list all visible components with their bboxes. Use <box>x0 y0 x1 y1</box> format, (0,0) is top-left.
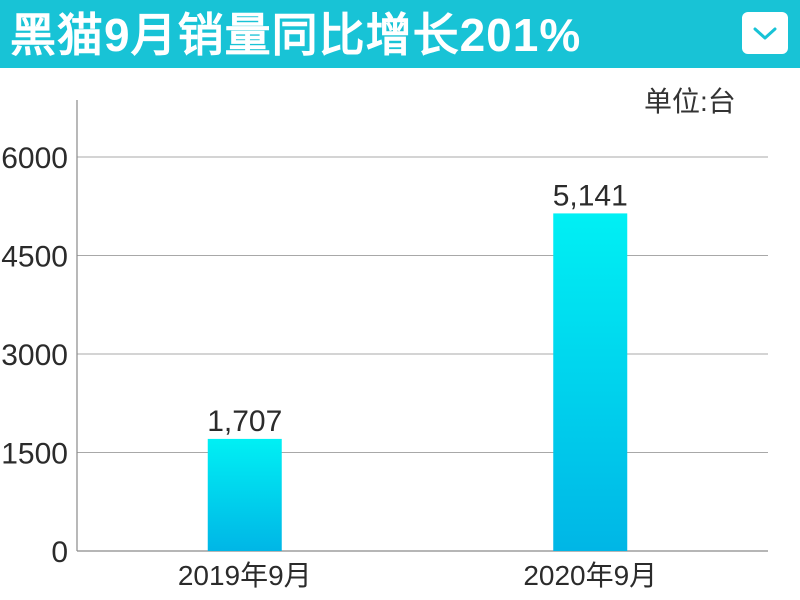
bar <box>207 438 282 551</box>
bars <box>207 213 628 552</box>
chevron-down-icon <box>753 27 777 40</box>
y-tick-label: 4500 <box>1 241 68 274</box>
bar <box>553 213 628 552</box>
unit-label: 单位:台 <box>644 86 736 117</box>
y-tick-label: 1500 <box>1 438 68 471</box>
header-banner: 黑猫9月销量同比增长201% <box>0 0 800 68</box>
bar-value-label: 1,707 <box>207 405 282 438</box>
menu-toggle-button[interactable] <box>742 12 788 54</box>
grid-lines <box>77 156 768 453</box>
y-tick-label: 3000 <box>1 339 68 372</box>
y-tick-label: 0 <box>51 536 68 569</box>
axes <box>76 100 768 552</box>
labels: 0 1500 3000 4500 6000 1,707 2019年9月 5,141 2020年9… <box>1 142 657 591</box>
y-tick-label: 6000 <box>1 142 68 175</box>
x-category-label: 2019年9月 <box>178 560 312 591</box>
bar-value-label: 5,141 <box>553 179 628 212</box>
x-category-label: 2020年9月 <box>523 560 657 591</box>
page-title: 黑猫9月销量同比增长201% <box>10 9 582 61</box>
